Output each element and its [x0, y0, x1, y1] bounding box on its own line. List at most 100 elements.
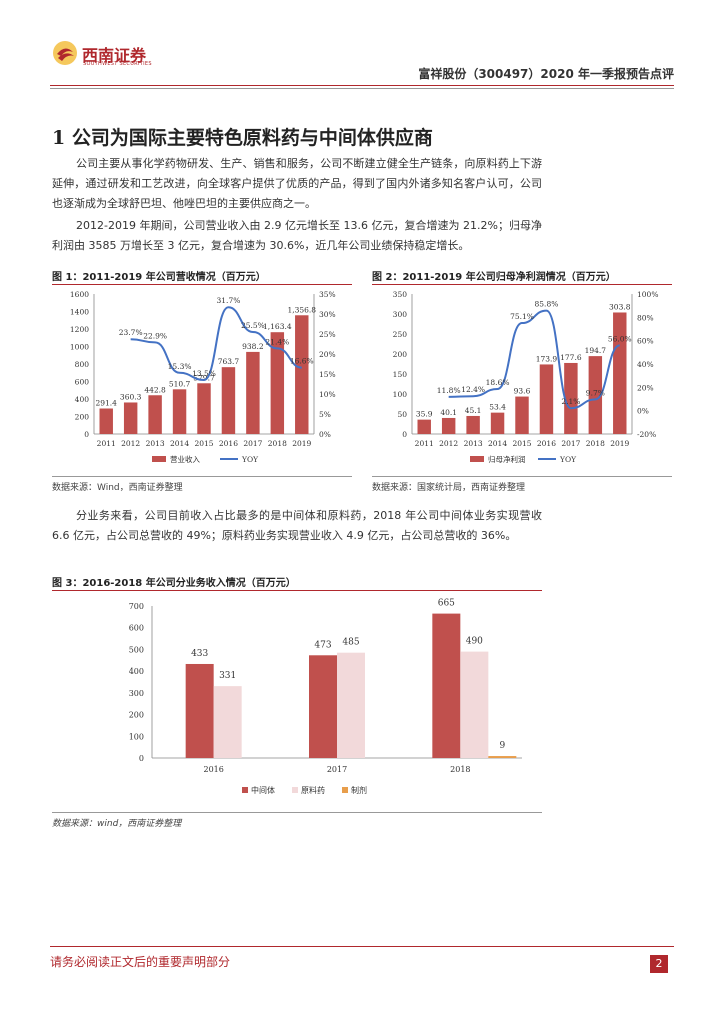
revenue-yoy-value-label: 13.5% — [192, 369, 216, 378]
logo-text: 西南证券 — [82, 46, 147, 65]
profit-bar — [539, 364, 554, 434]
revenue-yoy-value-label: 16.6% — [290, 357, 314, 366]
segment-y-tick-label: 600 — [129, 624, 144, 633]
segment-bar — [432, 613, 461, 758]
revenue-right-tick-label: 30% — [319, 310, 336, 319]
figure-3-title-rule — [52, 590, 542, 591]
segment-y-tick-label: 0 — [139, 754, 144, 763]
revenue-chart: 0 200 400 600 800 1000 1200 1400 1600 0% 5% 10% 15% 2… — [70, 290, 336, 464]
segment-legend-label: 原料药 — [301, 785, 325, 795]
profit-left-tick-label: 200 — [393, 350, 408, 359]
profit-x-tick-label: 2012 — [439, 439, 458, 448]
profit-bar-value-label: 53.4 — [489, 403, 506, 412]
page-number: 2 — [650, 955, 668, 973]
profit-bar-value-label: 35.9 — [416, 410, 433, 419]
profit-yoy-value-label: 9.7% — [586, 388, 605, 397]
figure-1-bottom-rule — [52, 476, 352, 477]
profit-yoy-value-label: 75.1% — [510, 312, 534, 321]
segment-bar — [488, 756, 517, 758]
segment-y-tick-label: 500 — [129, 645, 144, 654]
header-rule-thin — [50, 88, 674, 89]
segment-x-tick-label: 2016 — [203, 765, 223, 774]
figure-3-title: 图 3：2016-2018 年公司分业务收入情况（百万元） — [52, 578, 296, 589]
revenue-bar — [123, 402, 138, 434]
profit-x-tick-label: 2015 — [512, 439, 531, 448]
revenue-left-tick-label: 1200 — [70, 325, 89, 334]
profit-right-tick-label: 80% — [637, 313, 654, 322]
revenue-bar — [99, 408, 113, 434]
profit-bar — [564, 362, 578, 434]
segment-bar — [460, 651, 489, 758]
profit-yoy-value-label: 12.4% — [461, 385, 485, 394]
revenue-yoy-value-label: 23.7% — [119, 328, 143, 337]
profit-bar — [417, 419, 431, 434]
segment-bar — [213, 686, 242, 758]
segment-bar-value-label: 9 — [499, 741, 505, 751]
revenue-legend-bar-label: 营业收入 — [170, 454, 200, 464]
section-title: 1 公司为国际主要特色原料药与中间体供应商 — [52, 127, 433, 149]
segment-bar — [337, 652, 365, 758]
revenue-left-tick-label: 800 — [75, 360, 90, 369]
revenue-legend-bar-swatch — [152, 456, 166, 462]
revenue-yoy-value-label: 22.9% — [143, 331, 167, 340]
revenue-bar-value-label: 360.3 — [120, 392, 142, 401]
revenue-x-tick-label: 2015 — [194, 439, 213, 448]
profit-bar — [515, 396, 529, 434]
figure-1-source: 数据来源：Wind，西南证券整理 — [52, 483, 183, 493]
revenue-bar-value-label: 1,356.8 — [287, 305, 316, 314]
revenue-legend-line-label: YOY — [241, 455, 259, 464]
segment-y-tick-label: 700 — [129, 602, 144, 611]
profit-left-tick-label: 100 — [393, 390, 408, 399]
revenue-x-tick-label: 2017 — [243, 439, 262, 448]
footer-note: 请务必阅读正文后的重要声明部分 — [50, 955, 231, 969]
profit-x-tick-label: 2014 — [488, 439, 507, 448]
profit-yoy-value-label: 18.6% — [486, 378, 510, 387]
segment-bar-value-label: 665 — [438, 599, 455, 609]
revenue-yoy-line — [130, 306, 302, 382]
profit-left-tick-label: 50 — [397, 410, 407, 419]
revenue-left-tick-label: 0 — [84, 430, 89, 439]
revenue-left-tick-label: 400 — [75, 395, 90, 404]
segment-revenue-chart: 0 100 200 300 400 500 600 700 433 331 2016 473 485 20… — [129, 599, 522, 795]
revenue-right-tick-label: 20% — [319, 350, 336, 359]
profit-yoy-value-label: 85.8% — [535, 300, 559, 309]
revenue-x-tick-label: 2019 — [292, 439, 311, 448]
segment-legend-swatch — [292, 787, 298, 793]
profit-bar-value-label: 45.1 — [465, 406, 482, 415]
revenue-yoy-value-label: 31.7% — [217, 296, 241, 305]
revenue-right-tick-label: 35% — [319, 290, 336, 299]
profit-x-tick-label: 2018 — [586, 439, 605, 448]
profit-x-tick-label: 2019 — [610, 439, 629, 448]
segment-legend-label: 制剂 — [351, 785, 367, 795]
revenue-bar-value-label: 291.4 — [95, 399, 117, 408]
profit-legend-bar-swatch — [470, 456, 484, 462]
revenue-yoy-value-label: 25.5% — [241, 321, 265, 330]
figure-1-title: 图 1：2011-2019 年公司营收情况（百万元） — [52, 272, 266, 283]
segment-y-tick-label: 100 — [129, 732, 144, 741]
revenue-left-tick-label: 1000 — [70, 343, 89, 352]
segment-bar-value-label: 490 — [466, 637, 483, 647]
figure-2-title: 图 2：2011-2019 年公司归母净利润情况（百万元） — [372, 272, 616, 283]
profit-bar — [588, 356, 603, 434]
profit-right-tick-label: 0% — [637, 407, 649, 416]
revenue-bar-value-label: 763.7 — [218, 357, 240, 366]
revenue-bar — [148, 395, 162, 434]
revenue-bar-value-label: 938.2 — [242, 342, 264, 351]
revenue-x-tick-label: 2012 — [121, 439, 140, 448]
segment-legend-swatch — [342, 787, 348, 793]
revenue-x-tick-label: 2016 — [219, 439, 238, 448]
segment-legend-label: 中间体 — [251, 785, 275, 795]
logo-subtext: SOUTHWEST SECURITIES — [83, 61, 152, 67]
figure-1-title-rule — [52, 284, 352, 285]
revenue-bar — [295, 315, 309, 434]
revenue-bar — [172, 389, 187, 434]
profit-x-tick-label: 2011 — [415, 439, 434, 448]
profit-bar — [490, 412, 505, 434]
revenue-bar — [221, 367, 236, 434]
figure-2-bottom-rule — [372, 476, 672, 477]
figure-3-source: 数据来源：wind，西南证券整理 — [52, 819, 182, 829]
profit-right-tick-label: 40% — [637, 360, 654, 369]
profit-x-tick-label: 2013 — [464, 439, 483, 448]
revenue-bar — [270, 332, 285, 434]
profit-x-tick-label: 2017 — [561, 439, 580, 448]
